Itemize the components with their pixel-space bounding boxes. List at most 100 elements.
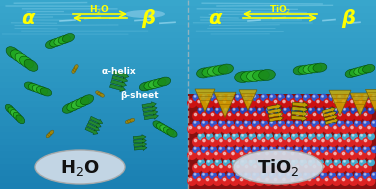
Circle shape: [335, 108, 337, 110]
Circle shape: [218, 94, 226, 101]
Circle shape: [308, 100, 311, 103]
Circle shape: [332, 98, 341, 108]
Circle shape: [308, 159, 315, 166]
Bar: [188, 69, 376, 76]
Circle shape: [238, 150, 248, 160]
Circle shape: [280, 98, 291, 108]
Circle shape: [349, 98, 358, 108]
Bar: [188, 170, 376, 176]
Text: α: α: [208, 9, 222, 29]
Circle shape: [216, 108, 218, 110]
Circle shape: [293, 134, 294, 136]
FancyArrow shape: [113, 71, 129, 78]
Circle shape: [262, 173, 264, 175]
Ellipse shape: [156, 123, 167, 131]
Circle shape: [339, 147, 340, 149]
Circle shape: [296, 147, 298, 149]
Circle shape: [231, 159, 239, 166]
Circle shape: [223, 178, 226, 181]
Bar: [188, 126, 376, 132]
Circle shape: [297, 150, 308, 160]
Bar: [0, 38, 188, 44]
Bar: [0, 183, 188, 189]
Circle shape: [305, 173, 306, 175]
Circle shape: [286, 120, 294, 127]
FancyArrow shape: [143, 106, 157, 112]
Circle shape: [201, 146, 209, 153]
Circle shape: [291, 159, 299, 166]
FancyArrow shape: [90, 116, 103, 124]
Circle shape: [268, 163, 279, 173]
Circle shape: [313, 121, 315, 123]
Circle shape: [271, 95, 272, 97]
Circle shape: [260, 111, 270, 121]
Circle shape: [327, 108, 328, 110]
Circle shape: [271, 173, 272, 175]
Circle shape: [235, 137, 244, 147]
Circle shape: [259, 134, 261, 136]
Circle shape: [261, 146, 268, 153]
Circle shape: [356, 165, 358, 168]
Bar: [188, 164, 376, 170]
Circle shape: [334, 178, 336, 181]
Circle shape: [218, 120, 226, 127]
Circle shape: [247, 176, 256, 186]
Circle shape: [334, 107, 341, 114]
Circle shape: [362, 94, 370, 101]
Circle shape: [301, 160, 303, 162]
Circle shape: [359, 107, 367, 114]
Circle shape: [206, 159, 214, 166]
Circle shape: [271, 165, 273, 168]
Circle shape: [332, 150, 341, 160]
Ellipse shape: [72, 69, 76, 73]
Circle shape: [320, 172, 327, 179]
Circle shape: [252, 94, 259, 101]
Ellipse shape: [73, 67, 77, 71]
Bar: [188, 75, 376, 82]
Circle shape: [229, 176, 240, 186]
Circle shape: [262, 113, 265, 116]
Circle shape: [344, 134, 346, 136]
Circle shape: [262, 139, 265, 142]
Circle shape: [351, 152, 353, 155]
Circle shape: [350, 133, 358, 140]
Circle shape: [208, 160, 209, 162]
Ellipse shape: [48, 132, 52, 136]
FancyArrow shape: [268, 108, 282, 114]
Circle shape: [352, 160, 354, 162]
Circle shape: [240, 107, 247, 114]
Ellipse shape: [358, 66, 370, 74]
FancyArrow shape: [133, 138, 146, 143]
Bar: [0, 63, 188, 69]
Circle shape: [368, 178, 370, 181]
Text: α-helix: α-helix: [102, 67, 136, 75]
Circle shape: [228, 147, 230, 149]
Circle shape: [220, 165, 222, 168]
Ellipse shape: [213, 65, 228, 75]
Circle shape: [284, 108, 286, 110]
Circle shape: [272, 98, 282, 108]
Circle shape: [328, 146, 336, 153]
FancyArrow shape: [142, 102, 156, 108]
Circle shape: [196, 98, 206, 108]
Bar: [0, 176, 188, 183]
Circle shape: [308, 178, 311, 181]
Circle shape: [194, 95, 196, 97]
Circle shape: [316, 159, 324, 166]
Circle shape: [303, 163, 312, 173]
Circle shape: [311, 146, 319, 153]
Circle shape: [232, 178, 234, 181]
Circle shape: [252, 137, 261, 147]
Circle shape: [334, 159, 341, 166]
Circle shape: [221, 150, 231, 160]
Circle shape: [367, 159, 375, 166]
Circle shape: [325, 133, 332, 140]
Ellipse shape: [208, 66, 223, 76]
Circle shape: [297, 176, 308, 186]
Circle shape: [339, 113, 341, 116]
Circle shape: [203, 147, 205, 149]
Circle shape: [203, 121, 205, 123]
Circle shape: [328, 137, 338, 147]
Circle shape: [198, 178, 200, 181]
Circle shape: [268, 137, 279, 147]
